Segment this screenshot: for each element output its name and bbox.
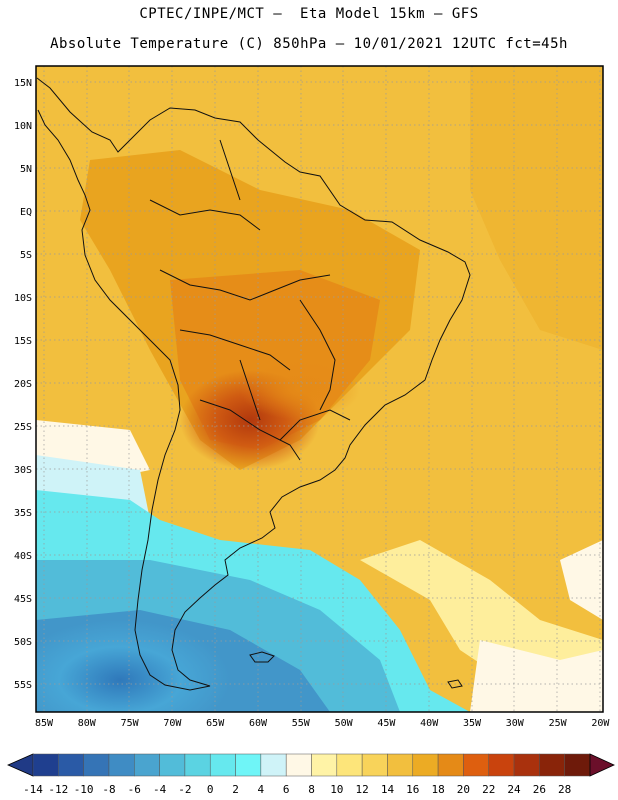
colorbar-high-arrow xyxy=(589,753,615,777)
colorbar-label: 12 xyxy=(356,783,369,796)
colorbar-swatch xyxy=(437,753,464,777)
small-island xyxy=(447,679,463,689)
colorbar-label: -8 xyxy=(102,783,115,796)
colorbar-label: 6 xyxy=(283,783,290,796)
colorbar-swatch xyxy=(387,753,414,777)
falkland-islands xyxy=(249,651,275,663)
colorbar-label: 2 xyxy=(232,783,239,796)
lon-label: 40W xyxy=(420,718,439,729)
colorbar-label: -12 xyxy=(48,783,68,796)
colorbar-swatch xyxy=(32,753,59,777)
colorbar-label: 0 xyxy=(207,783,214,796)
graticule xyxy=(36,66,603,712)
colorbar-swatch xyxy=(311,753,338,777)
longitude-labels: 85W 80W 75W 70W 65W 60W 55W 50W 45W 40W 35W 30W 25W 2… xyxy=(35,718,610,729)
coastlines xyxy=(36,77,471,691)
lon-label: 50W xyxy=(335,718,354,729)
colorbar-label: -4 xyxy=(153,783,167,796)
lat-label: 15S xyxy=(14,336,32,347)
lon-label: 75W xyxy=(121,718,140,729)
lon-label: 65W xyxy=(206,718,225,729)
colorbar-label: 8 xyxy=(308,783,315,796)
lat-label: 10N xyxy=(14,121,32,132)
colorbar-label: 20 xyxy=(457,783,470,796)
colorbar-swatch xyxy=(285,753,312,777)
lat-label: 25S xyxy=(14,422,32,433)
colorbar-label: 4 xyxy=(258,783,265,796)
shaded-field xyxy=(36,66,603,712)
lon-label: 85W xyxy=(35,718,54,729)
colorbar-swatch xyxy=(564,753,591,777)
lon-label: 35W xyxy=(463,718,482,729)
colorbar-label: -14 xyxy=(23,783,43,796)
chart-title-line-2: Absolute Temperature (C) 850hPa – 10/01/… xyxy=(50,36,568,52)
colorbar-swatch xyxy=(488,753,515,777)
lon-label: 20W xyxy=(591,718,610,729)
colorbar-swatch xyxy=(235,753,262,777)
colorbar-swatch xyxy=(134,753,160,777)
colorbar-swatch xyxy=(513,753,540,777)
colorbar-swatch xyxy=(159,753,186,777)
colorbar-swatch xyxy=(361,753,388,777)
colorbar-swatch xyxy=(539,753,565,777)
colorbar-swatch xyxy=(336,753,363,777)
lon-label: 25W xyxy=(549,718,568,729)
lat-label: 5S xyxy=(20,250,32,261)
lat-label: 55S xyxy=(14,680,32,691)
colorbar-label: -2 xyxy=(178,783,191,796)
colorbar-label: 22 xyxy=(482,783,495,796)
country-borders xyxy=(149,139,351,461)
colorbar-label: 10 xyxy=(330,783,343,796)
colorbar-swatch xyxy=(83,753,110,777)
map-frame xyxy=(35,65,604,713)
colorbar-label: 26 xyxy=(533,783,546,796)
lat-label: 50S xyxy=(14,637,32,648)
chart-title-line-1: CPTEC/INPE/MCT – Eta Model 15km – GFS xyxy=(139,6,479,22)
lon-label: 30W xyxy=(506,718,525,729)
latitude-labels: 15N 10N 5N EQ 5S 10S 15S 20S 25S 30S 35S 40S 45S 50S 5… xyxy=(14,78,32,691)
lat-label: 30S xyxy=(14,465,32,476)
lat-label: 40S xyxy=(14,551,32,562)
lon-label: 80W xyxy=(78,718,97,729)
lon-label: 60W xyxy=(249,718,268,729)
colorbar-swatch xyxy=(108,753,135,777)
lon-label: 70W xyxy=(163,718,182,729)
lat-label: 5N xyxy=(20,164,32,175)
colorbar-low-arrow xyxy=(7,753,34,777)
colorbar-label: 28 xyxy=(558,783,571,796)
lat-label: 15N xyxy=(14,78,32,89)
colorbar-swatch xyxy=(184,753,211,777)
lat-label: 35S xyxy=(14,508,32,519)
colorbar-label: -6 xyxy=(128,783,141,796)
south-america-outline xyxy=(36,77,471,691)
colorbar: -14 -12 -10 -8 -6 -4 -2 0 2 4 6 8 10 12 14 16 18 20 22 24 26… xyxy=(7,753,615,796)
colorbar-label: -10 xyxy=(74,783,94,796)
lon-label: 55W xyxy=(292,718,311,729)
colorbar-swatch xyxy=(463,753,489,777)
lon-label: 45W xyxy=(377,718,396,729)
colorbar-label: 16 xyxy=(406,783,419,796)
colorbar-swatch xyxy=(260,753,287,777)
lat-label: EQ xyxy=(20,207,32,218)
lat-label: 20S xyxy=(14,379,32,390)
colorbar-swatch xyxy=(209,753,236,777)
colorbar-label: 24 xyxy=(507,783,521,796)
lat-label: 10S xyxy=(14,293,32,304)
colorbar-label: 14 xyxy=(381,783,395,796)
lat-label: 45S xyxy=(14,594,32,605)
colorbar-label: 18 xyxy=(431,783,444,796)
colorbar-swatch xyxy=(58,753,84,777)
colorbar-swatch xyxy=(412,753,439,777)
